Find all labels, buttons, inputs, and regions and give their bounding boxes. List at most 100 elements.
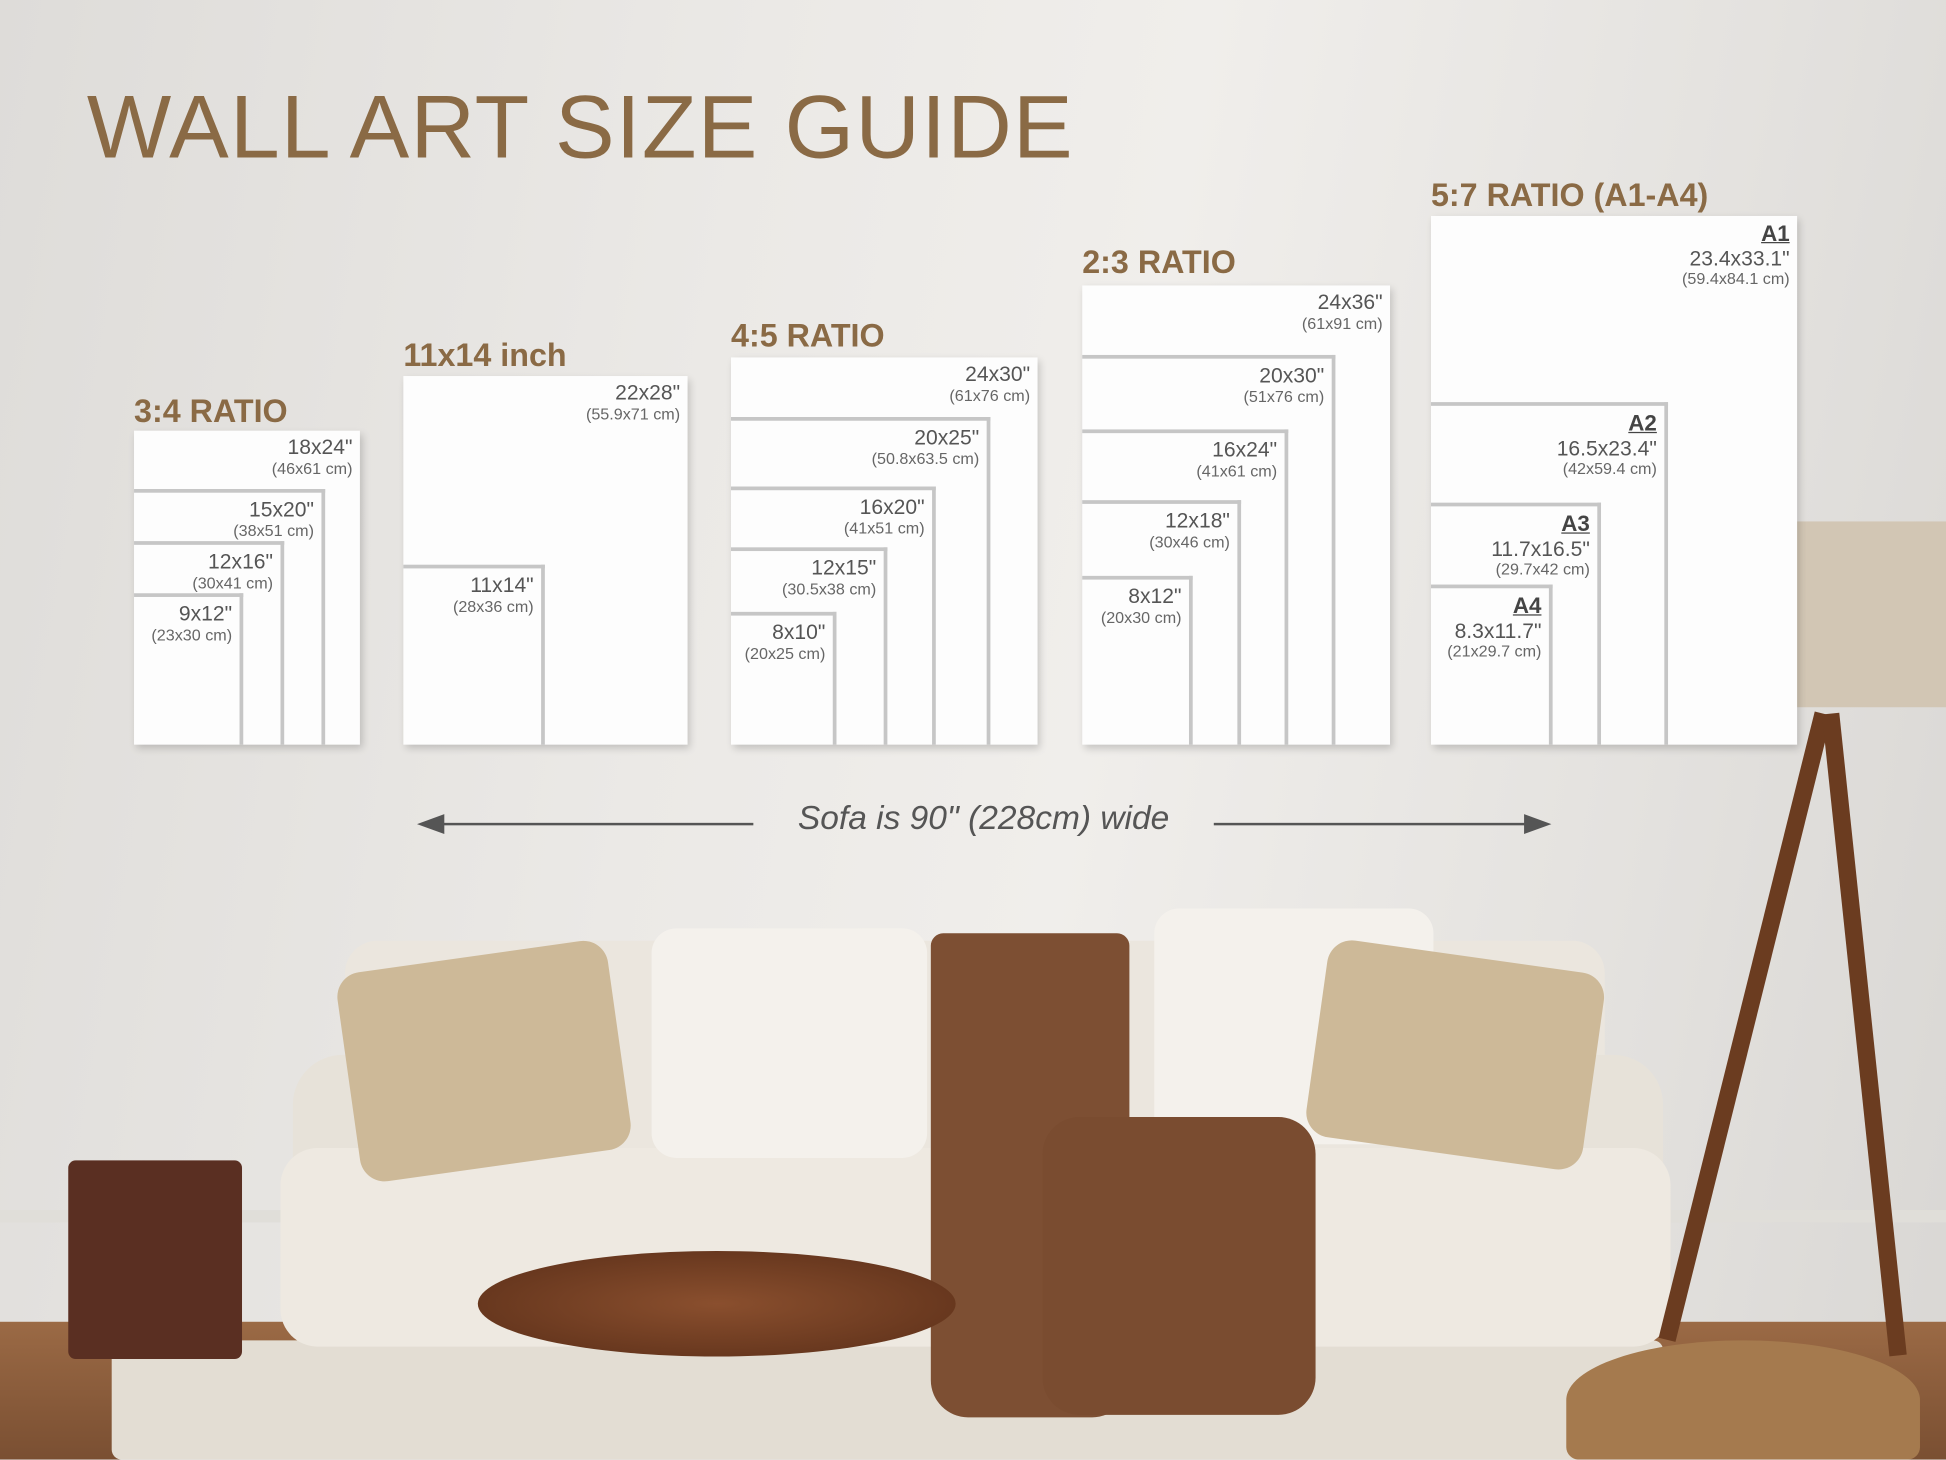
size-outline: 8x12" (20x30 cm) bbox=[1082, 575, 1193, 745]
size-outline: A2 16.5x23.4" (42x59.4 cm) bbox=[1430, 402, 1669, 745]
size-inches: 9x12" bbox=[178, 601, 233, 626]
rug bbox=[111, 1340, 1664, 1460]
size-label: A3 11.7x16.5" (29.7x42 cm) bbox=[1491, 511, 1590, 579]
sofa-width-note: Sofa is 90" (228cm) wide bbox=[797, 799, 1170, 837]
size-inches: 8.3x11.7" bbox=[1454, 618, 1542, 643]
size-cm: (30x41 cm) bbox=[192, 572, 274, 592]
size-cm: (59.4x84.1 cm) bbox=[1682, 269, 1790, 289]
size-inches: 12x16" bbox=[208, 549, 274, 574]
pillow bbox=[651, 928, 928, 1158]
size-label: 12x16" (30x41 cm) bbox=[192, 550, 273, 593]
size-outline: 16x20" (41x51 cm) bbox=[731, 486, 936, 745]
size-inches: 16x24" bbox=[1212, 438, 1278, 462]
size-outline: A3 11.7x16.5" (29.7x42 cm) bbox=[1430, 502, 1602, 745]
size-inches: 23.4x33.1" bbox=[1689, 246, 1790, 271]
size-outline: 16x24" (41x61 cm) bbox=[1082, 429, 1289, 745]
size-cm: (30x46 cm) bbox=[1149, 531, 1230, 551]
size-label: A1 23.4x33.1" (59.4x84.1 cm) bbox=[1682, 221, 1790, 289]
ratio-heading: 4:5 RATIO bbox=[731, 316, 885, 354]
size-label: 11x14" (28x36 cm) bbox=[453, 573, 534, 616]
paper-size-code: A3 bbox=[1561, 511, 1590, 537]
size-label: A2 16.5x23.4" (42x59.4 cm) bbox=[1557, 411, 1657, 479]
ratio-heading: 3:4 RATIO bbox=[134, 392, 288, 430]
size-cm: (46x61 cm) bbox=[271, 458, 353, 478]
paper-size-code: A1 bbox=[1761, 220, 1790, 246]
size-label: 12x18" (30x46 cm) bbox=[1149, 509, 1230, 552]
paper-size-code: A2 bbox=[1628, 410, 1657, 436]
paper-size-code: A4 bbox=[1512, 593, 1542, 619]
size-outline: 20x25" (50.8x63.5 cm) bbox=[731, 417, 991, 745]
magazine-rack bbox=[68, 1160, 243, 1360]
size-outline: 20x30" (51x76 cm) bbox=[1082, 354, 1336, 745]
size-label: 18x24" (46x61 cm) bbox=[272, 436, 353, 479]
size-cm: (41x51 cm) bbox=[843, 518, 925, 537]
arrow-left-head bbox=[417, 814, 445, 835]
size-outline: 12x16" (30x41 cm) bbox=[134, 541, 285, 745]
size-cm: (29.7x42 cm) bbox=[1495, 560, 1590, 579]
size-inches: 15x20" bbox=[249, 497, 314, 522]
size-label: 15x20" (38x51 cm) bbox=[233, 498, 314, 541]
size-label: 16x24" (41x61 cm) bbox=[1196, 438, 1277, 481]
size-cm: (61x91 cm) bbox=[1301, 313, 1383, 333]
pillow bbox=[334, 937, 634, 1185]
size-label: 8x10" (20x25 cm) bbox=[745, 621, 826, 664]
frame-group: 18x24" (46x61 cm) 15x20" (38x51 cm) 12x16" (3… bbox=[134, 430, 360, 745]
pouf bbox=[1566, 1340, 1920, 1460]
size-inches: 8x10" bbox=[772, 620, 826, 645]
size-outline: 12x18" (30x46 cm) bbox=[1082, 500, 1242, 745]
throw-blanket bbox=[1042, 1116, 1316, 1415]
size-cm: (55.9x71 cm) bbox=[585, 404, 681, 423]
size-cm: (38x51 cm) bbox=[233, 520, 314, 540]
size-inches: 22x28" bbox=[615, 381, 681, 405]
size-outline: 12x15" (30.5x38 cm) bbox=[731, 547, 888, 745]
size-inches: 11.7x16.5" bbox=[1491, 537, 1590, 561]
size-label: 9x12" (23x30 cm) bbox=[151, 602, 232, 645]
size-label: 24x30" (61x76 cm) bbox=[949, 362, 1030, 405]
size-inches: 16.5x23.4" bbox=[1556, 436, 1657, 461]
size-label: 8x12" (20x30 cm) bbox=[1101, 585, 1182, 628]
size-inches: 12x15" bbox=[811, 556, 877, 580]
size-cm: (21x29.7 cm) bbox=[1447, 641, 1542, 661]
arrow-right bbox=[1213, 822, 1539, 826]
size-cm: (23x30 cm) bbox=[151, 624, 233, 644]
size-label: 12x15" (30.5x38 cm) bbox=[782, 556, 876, 599]
size-outline: A4 8.3x11.7" (21x29.7 cm) bbox=[1430, 584, 1553, 745]
size-inches: 18x24" bbox=[287, 435, 353, 460]
size-outline: 15x20" (38x51 cm) bbox=[134, 488, 326, 745]
size-label: 22x28" (55.9x71 cm) bbox=[586, 381, 680, 424]
size-outline: 11x14" (28x36 cm) bbox=[403, 564, 545, 745]
arrow-right-head bbox=[1524, 814, 1552, 835]
frame-group: 24x36" (61x91 cm) 20x30" (51x76 cm) 16x24" (4… bbox=[1082, 285, 1391, 745]
size-label: 20x25" (50.8x63.5 cm) bbox=[872, 426, 980, 469]
size-outline: 9x12" (23x30 cm) bbox=[134, 593, 244, 745]
frame-group: A1 23.4x33.1" (59.4x84.1 cm) A2 16.5x23.4" (4… bbox=[1430, 215, 1798, 745]
lamp-leg bbox=[1821, 712, 1907, 1357]
size-inches: 12x18" bbox=[1164, 508, 1230, 533]
frame-group: 24x30" (61x76 cm) 20x25" (50.8x63.5 cm) 16x2… bbox=[731, 357, 1038, 745]
ratio-heading: 11x14 inch bbox=[403, 336, 567, 374]
ratio-heading: 5:7 RATIO (A1-A4) bbox=[1430, 176, 1709, 214]
size-cm: (28x36 cm) bbox=[452, 596, 534, 616]
arrow-left bbox=[428, 822, 754, 826]
coffee-table bbox=[477, 1251, 956, 1357]
size-cm: (41x61 cm) bbox=[1196, 461, 1278, 480]
size-label: 24x36" (61x91 cm) bbox=[1302, 290, 1383, 333]
size-inches: 20x30" bbox=[1259, 363, 1325, 388]
size-label: 16x20" (41x51 cm) bbox=[844, 495, 925, 538]
size-cm: (50.8x63.5 cm) bbox=[871, 448, 980, 468]
ratio-heading: 2:3 RATIO bbox=[1082, 243, 1236, 281]
size-inches: 11x14" bbox=[470, 573, 534, 597]
size-inches: 20x25" bbox=[914, 425, 980, 450]
size-label: 20x30" (51x76 cm) bbox=[1244, 364, 1325, 407]
size-cm: (30.5x38 cm) bbox=[782, 579, 877, 598]
size-cm: (20x30 cm) bbox=[1100, 607, 1182, 627]
size-cm: (20x25 cm) bbox=[744, 643, 826, 663]
size-inches: 16x20" bbox=[859, 495, 925, 519]
lamp-leg bbox=[1658, 711, 1832, 1342]
size-inches: 24x36" bbox=[1317, 290, 1383, 314]
size-cm: (42x59.4 cm) bbox=[1562, 459, 1657, 479]
size-label: A4 8.3x11.7" (21x29.7 cm) bbox=[1447, 593, 1541, 661]
size-cm: (61x76 cm) bbox=[949, 385, 1031, 405]
page-title: WALL ART SIZE GUIDE bbox=[86, 78, 1074, 178]
